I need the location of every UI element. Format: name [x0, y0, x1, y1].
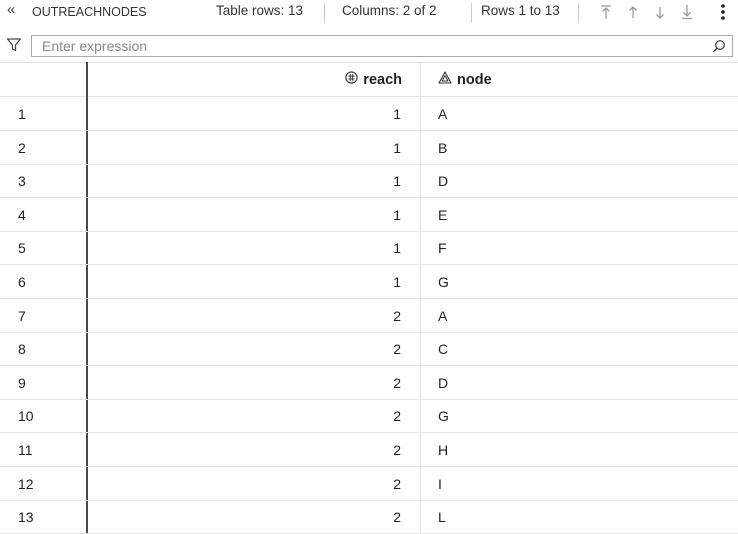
cell-reach: 1 [393, 206, 401, 223]
cell-reach: 1 [393, 274, 401, 290]
table-row[interactable]: 13 2 L [0, 500, 738, 534]
character-icon [438, 71, 452, 88]
previous-row-icon[interactable] [624, 2, 642, 22]
more-options-icon[interactable] [718, 2, 728, 25]
data-table: reach node 1 1 A 2 1 B 3 1 D 4 1 E 5 1 F 6 1 G 7 2 A 8 2 C 9 2 D 10… [0, 62, 738, 534]
cell-reach: 1 [393, 106, 401, 122]
numeric-icon [345, 71, 358, 88]
column-header-reach[interactable]: reach [345, 71, 402, 88]
toolbar-divider [471, 3, 472, 23]
column-label: node [457, 71, 492, 88]
cell-node: D [438, 173, 449, 190]
column-label: reach [363, 71, 402, 88]
row-number: 11 [18, 442, 33, 458]
row-number: 2 [18, 139, 26, 156]
cell-node: E [438, 206, 448, 223]
row-number: 5 [18, 240, 26, 257]
columns-count[interactable]: Columns: 2 of 2 [342, 3, 437, 18]
table-row[interactable]: 9 2 D [0, 366, 738, 400]
search-icon[interactable] [712, 39, 726, 58]
row-number: 6 [18, 274, 26, 290]
table-rows-count: Table rows: 13 [216, 3, 304, 18]
cell-reach: 1 [393, 240, 401, 257]
row-number: 8 [18, 341, 26, 358]
cell-node: H [438, 442, 449, 458]
cell-node: L [438, 509, 446, 526]
cell-reach: 2 [393, 442, 401, 458]
rows-range: Rows 1 to 13 [481, 3, 560, 18]
table-row[interactable]: 4 1 E [0, 198, 738, 232]
row-number: 1 [18, 106, 26, 122]
cell-reach: 2 [393, 509, 401, 526]
row-number: 9 [18, 374, 26, 391]
row-number: 7 [18, 307, 26, 324]
table-row[interactable]: 12 2 I [0, 467, 738, 501]
cell-node: A [438, 307, 448, 324]
toolbar-divider [324, 3, 325, 23]
last-row-icon[interactable] [678, 2, 696, 22]
toolbar-divider [578, 3, 579, 23]
cell-node: A [438, 106, 448, 122]
row-number: 12 [18, 475, 34, 492]
collapse-icon[interactable]: « [7, 1, 15, 18]
table-row[interactable]: 8 2 C [0, 332, 738, 367]
cell-reach: 2 [393, 341, 401, 358]
table-row[interactable]: 5 1 F [0, 231, 738, 266]
first-row-icon[interactable] [597, 2, 615, 22]
cell-reach: 2 [393, 408, 401, 425]
table-row[interactable]: 7 2 A [0, 299, 738, 333]
cell-node: I [438, 475, 442, 492]
cell-reach: 2 [393, 374, 401, 391]
table-row[interactable]: 11 2 H [0, 433, 738, 467]
cell-node: D [438, 374, 449, 391]
cell-reach: 1 [393, 173, 401, 190]
cell-node: C [438, 341, 449, 358]
table-header-row: reach node [0, 62, 738, 97]
table-toolbar: « OUTREACHNODES Table rows: 13 Columns: … [0, 0, 738, 26]
table-row[interactable]: 3 1 D [0, 164, 738, 199]
expression-input[interactable] [31, 35, 733, 57]
cell-reach: 1 [393, 139, 401, 156]
table-name: OUTREACHNODES [32, 5, 147, 19]
cell-node: B [438, 139, 448, 156]
row-number: 10 [18, 408, 34, 425]
row-number: 4 [18, 206, 26, 223]
table-row[interactable]: 6 1 G [0, 265, 738, 299]
table-row[interactable]: 2 1 B [0, 131, 738, 165]
cell-reach: 2 [393, 475, 401, 492]
next-row-icon[interactable] [651, 2, 669, 22]
row-number: 3 [18, 173, 26, 190]
cell-node: F [438, 240, 447, 257]
cell-node: G [438, 274, 449, 290]
cell-node: G [438, 408, 449, 425]
table-row[interactable]: 10 2 G [0, 399, 738, 434]
column-header-node[interactable]: node [438, 71, 492, 88]
filter-icon[interactable] [6, 37, 22, 58]
filter-bar [0, 32, 738, 60]
cell-reach: 2 [393, 307, 401, 324]
row-number: 13 [18, 509, 34, 526]
table-row[interactable]: 1 1 A [0, 97, 738, 131]
